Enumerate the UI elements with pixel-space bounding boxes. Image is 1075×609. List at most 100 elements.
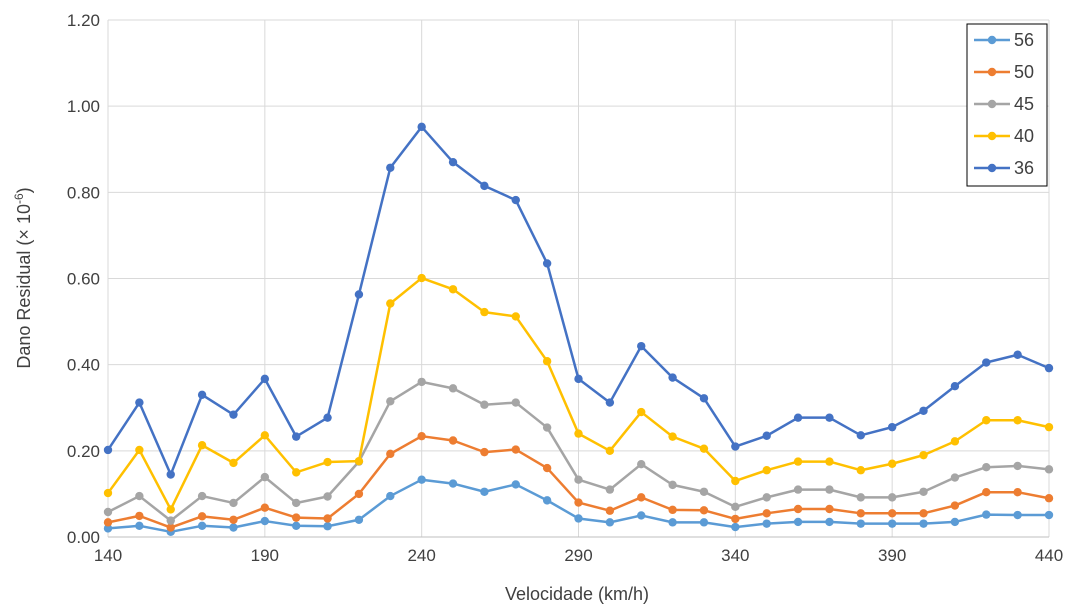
data-point	[292, 513, 301, 522]
data-point	[856, 509, 865, 518]
data-point	[1013, 461, 1022, 471]
data-point	[762, 519, 771, 528]
data-point	[856, 466, 865, 475]
legend-marker	[987, 131, 997, 141]
data-point	[229, 515, 238, 524]
data-point	[731, 476, 740, 486]
data-point	[887, 519, 897, 528]
data-point	[699, 518, 709, 527]
data-point	[731, 514, 740, 524]
data-point	[542, 259, 552, 268]
data-point	[386, 299, 395, 308]
data-point	[982, 487, 991, 497]
y-axis-title-main: Dano Residual (× 10	[14, 204, 34, 369]
legend-item-56: 56	[974, 30, 1034, 50]
data-point	[637, 407, 646, 417]
data-point	[825, 457, 834, 466]
data-point	[668, 505, 677, 515]
data-point	[637, 511, 646, 520]
data-point	[542, 463, 552, 473]
data-point	[260, 503, 270, 512]
series-45	[103, 377, 1054, 525]
data-point	[386, 163, 395, 172]
data-point	[292, 521, 301, 530]
data-point	[197, 521, 207, 530]
data-point	[605, 398, 615, 407]
data-point	[950, 501, 960, 510]
y-tick-label: 0.20	[67, 442, 100, 461]
data-point	[448, 157, 458, 167]
data-point	[1044, 510, 1054, 520]
data-point	[605, 506, 615, 515]
data-point	[919, 519, 928, 528]
data-point	[135, 511, 144, 521]
data-point	[1013, 416, 1022, 425]
series-50	[103, 431, 1054, 532]
data-point	[856, 493, 865, 502]
data-point	[103, 524, 113, 533]
data-point	[511, 398, 520, 407]
data-point	[260, 516, 270, 526]
data-point	[731, 442, 740, 451]
data-point	[542, 496, 552, 505]
data-point	[480, 307, 489, 317]
data-point	[825, 485, 834, 494]
legend-item-40: 40	[974, 126, 1034, 146]
data-point	[762, 431, 771, 440]
data-point	[919, 509, 928, 518]
data-point	[637, 341, 646, 351]
y-tick-label: 0.40	[67, 356, 100, 375]
x-axis-title: Velocidade (km/h)	[505, 584, 649, 604]
legend-marker	[987, 163, 997, 173]
data-point	[574, 429, 583, 438]
data-point	[856, 519, 865, 528]
data-point	[260, 472, 270, 482]
legend: 56 50 45 40 36	[966, 23, 1048, 187]
data-point	[197, 491, 207, 501]
data-point	[793, 504, 803, 514]
y-tick-label: 0.80	[67, 183, 100, 202]
data-point	[417, 273, 426, 283]
data-point	[1013, 487, 1022, 497]
data-point	[292, 432, 301, 441]
data-point	[229, 523, 238, 532]
series-36	[103, 122, 1054, 479]
data-point	[448, 479, 458, 488]
data-point	[135, 521, 144, 530]
data-point	[480, 447, 489, 457]
legend-label: 56	[1014, 30, 1034, 50]
x-tick-label: 140	[94, 546, 122, 565]
data-point	[637, 459, 646, 469]
data-point	[793, 485, 803, 494]
x-tick-label: 390	[878, 546, 906, 565]
data-point	[574, 475, 583, 484]
data-point	[574, 514, 583, 523]
data-point	[668, 480, 677, 490]
data-point	[699, 394, 709, 403]
data-point	[323, 522, 332, 531]
x-axis-ticks: 140 190 240 290 340 390 440	[94, 546, 1063, 565]
legend-item-45: 45	[974, 94, 1034, 114]
data-point	[825, 517, 834, 527]
data-point	[292, 468, 301, 477]
data-point	[448, 436, 458, 445]
data-point	[856, 431, 865, 440]
data-point	[229, 458, 238, 468]
data-point	[511, 480, 520, 489]
data-point	[887, 509, 897, 518]
data-point	[762, 509, 771, 518]
data-point	[354, 290, 364, 299]
data-point	[668, 518, 677, 527]
y-tick-label: 0.60	[67, 270, 100, 289]
data-point	[793, 413, 803, 422]
legend-label: 45	[1014, 94, 1034, 114]
data-point	[574, 498, 583, 507]
data-point	[511, 445, 520, 454]
y-axis-title-end: )	[14, 187, 34, 193]
legend-label: 50	[1014, 62, 1034, 82]
data-point	[417, 122, 426, 132]
data-point	[323, 492, 332, 501]
data-point	[323, 514, 332, 523]
data-point	[950, 473, 960, 482]
